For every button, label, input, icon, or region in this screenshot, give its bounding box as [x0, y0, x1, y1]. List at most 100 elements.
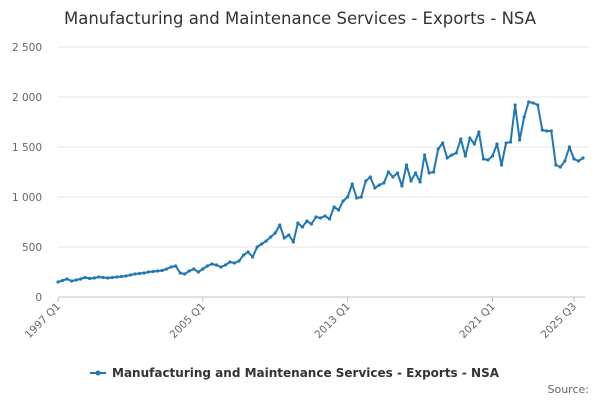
data-point[interactable] [228, 260, 232, 264]
data-point[interactable] [576, 159, 581, 163]
data-point[interactable] [241, 253, 246, 257]
data-point[interactable] [201, 267, 205, 271]
data-point[interactable] [196, 270, 200, 274]
data-point[interactable] [327, 217, 332, 221]
data-point[interactable] [110, 275, 114, 280]
data-point[interactable] [269, 235, 273, 239]
data-point[interactable] [65, 277, 69, 281]
data-point[interactable] [296, 221, 300, 225]
data-point[interactable] [287, 233, 291, 237]
data-point[interactable] [531, 101, 535, 105]
data-point[interactable] [432, 170, 436, 174]
data-point[interactable] [540, 128, 544, 132]
data-point[interactable] [545, 129, 549, 133]
data-point[interactable] [400, 184, 404, 188]
data-point[interactable] [106, 276, 110, 280]
data-point[interactable] [436, 147, 440, 151]
data-point[interactable] [490, 154, 495, 158]
data-point[interactable] [92, 276, 96, 280]
data-point[interactable] [355, 196, 359, 200]
data-point[interactable] [305, 219, 309, 223]
data-point[interactable] [133, 272, 137, 276]
data-point[interactable] [549, 129, 553, 133]
data-point[interactable] [174, 264, 178, 268]
data-point[interactable] [454, 151, 458, 155]
data-point[interactable] [314, 215, 318, 219]
data-point[interactable] [513, 103, 517, 107]
data-point[interactable] [441, 141, 445, 145]
data-point[interactable] [481, 157, 486, 161]
data-point[interactable] [418, 180, 422, 184]
data-point[interactable] [337, 208, 341, 212]
data-point[interactable] [88, 276, 92, 281]
legend[interactable]: Manufacturing and Maintenance Services -… [90, 366, 500, 380]
data-point[interactable] [79, 277, 83, 281]
data-point[interactable] [273, 231, 277, 235]
data-point[interactable] [377, 183, 381, 187]
data-point[interactable] [427, 171, 431, 175]
data-point[interactable] [318, 216, 323, 220]
data-point[interactable] [251, 255, 255, 259]
data-point[interactable] [563, 159, 567, 163]
data-point[interactable] [192, 267, 196, 271]
data-point[interactable] [219, 265, 223, 269]
data-point[interactable] [468, 136, 472, 140]
data-point[interactable] [422, 153, 427, 157]
data-point[interactable] [74, 278, 78, 282]
data-point[interactable] [137, 271, 142, 276]
data-point[interactable] [386, 170, 390, 174]
data-point[interactable] [142, 271, 146, 275]
data-point[interactable] [155, 269, 160, 273]
data-point[interactable] [395, 171, 400, 175]
data-point[interactable] [359, 195, 363, 199]
data-point[interactable] [450, 153, 454, 157]
data-point[interactable] [237, 259, 241, 263]
data-point[interactable] [508, 140, 513, 144]
data-point[interactable] [536, 103, 540, 107]
data-point[interactable] [151, 269, 155, 274]
data-point[interactable] [83, 275, 87, 280]
data-point[interactable] [572, 157, 576, 161]
data-point[interactable] [278, 223, 282, 227]
data-point[interactable] [60, 278, 65, 283]
data-point[interactable] [128, 273, 133, 277]
data-point[interactable] [146, 270, 151, 274]
data-point[interactable] [97, 275, 101, 279]
data-point[interactable] [160, 268, 164, 273]
data-point[interactable] [463, 154, 467, 158]
data-point[interactable] [413, 171, 418, 175]
data-point[interactable] [246, 250, 250, 254]
data-point[interactable] [291, 240, 295, 244]
data-point[interactable] [101, 275, 105, 280]
data-point[interactable] [323, 214, 327, 218]
data-point[interactable] [477, 130, 481, 134]
data-point[interactable] [495, 142, 499, 146]
data-point[interactable] [255, 245, 259, 249]
data-point[interactable] [115, 275, 119, 279]
data-point[interactable] [264, 239, 268, 243]
data-point[interactable] [119, 274, 123, 279]
data-point[interactable] [165, 267, 169, 271]
data-point[interactable] [260, 242, 264, 246]
data-point[interactable] [232, 261, 237, 265]
data-point[interactable] [300, 225, 304, 229]
data-point[interactable] [581, 156, 585, 160]
data-point[interactable] [518, 138, 522, 142]
data-point[interactable] [504, 141, 508, 145]
data-point[interactable] [445, 156, 449, 160]
data-point[interactable] [554, 163, 558, 167]
data-point[interactable] [459, 137, 463, 141]
data-point[interactable] [341, 199, 345, 203]
data-point[interactable] [346, 195, 350, 199]
data-point[interactable] [486, 158, 490, 162]
data-point[interactable] [404, 163, 409, 167]
data-point[interactable] [205, 264, 209, 268]
data-point[interactable] [210, 262, 214, 266]
data-point[interactable] [124, 274, 128, 278]
data-point[interactable] [69, 279, 74, 283]
data-point[interactable] [567, 145, 572, 149]
data-point[interactable] [282, 236, 286, 240]
data-point[interactable] [373, 186, 377, 190]
data-point[interactable] [56, 280, 60, 284]
data-point[interactable] [214, 263, 219, 267]
